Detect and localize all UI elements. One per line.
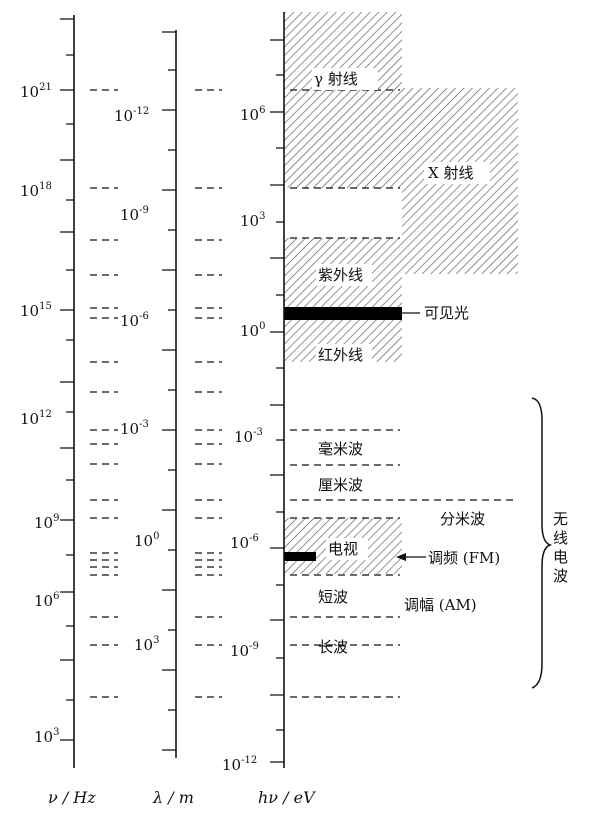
wavelength-boundary-dashes [195,90,222,697]
energy-tick-label: 10-6 [230,533,259,552]
band-label-visible: 可见光 [424,304,469,322]
frequency-tick-label: 1012 [20,409,52,428]
frequency-tick-label: 109 [34,513,59,532]
frequency-axis-title: ν / Hz [48,788,96,807]
frequency-tick-label: 1018 [20,181,52,200]
frequency-tick-label: 103 [34,727,59,746]
gamma-ray-region [284,12,402,188]
energy-tick-label: 100 [240,321,265,340]
visible-light-bar [284,307,402,320]
radio-wave-brace [532,398,550,688]
energy-tick-label: 10-9 [230,641,259,660]
wavelength-tick-label: 10-3 [120,419,149,438]
wavelength-tick-label: 100 [134,531,159,550]
band-label-shortwave: 短波 [318,588,348,606]
wavelength-axis-title: λ / m [152,788,194,807]
band-label-gamma: γ 射线 [314,70,358,88]
energy-axis-title: hν / eV [258,788,316,807]
wavelength-tick-label: 103 [134,635,159,654]
band-label-longwave: 长波 [318,638,348,656]
uv-ir-region [284,238,402,362]
frequency-tick-label: 1021 [20,82,52,101]
wavelength-tick-label: 10-9 [120,205,149,224]
band-label-xray: X 射线 [428,164,473,182]
frequency-tick-label: 106 [34,591,59,610]
energy-tick-label: 103 [240,211,265,230]
energy-tick-label: 10-3 [234,427,263,446]
radio-wave-label-char: 波 [553,567,568,585]
fm-bar [284,552,316,561]
radio-wave-label-char: 无 [553,510,568,528]
band-label-decimeter: 分米波 [440,510,485,528]
band-label-television: 电视 [328,540,358,558]
energy-tick-label: 10-12 [222,755,257,774]
frequency-tick-label: 1015 [20,301,52,320]
wavelength-axis-ticks [162,32,176,750]
radio-wave-label-char: 电 [553,548,568,566]
wavelength-tick-label: 10-12 [114,106,149,125]
energy-axis-ticks [270,40,284,762]
band-label-centimeter: 厘米波 [318,476,363,494]
band-label-infrared: 红外线 [318,346,363,364]
energy-tick-label: 106 [240,105,265,124]
frequency-axis-ticks [60,19,74,740]
wavelength-tick-label: 10-6 [120,311,149,330]
band-label-millimeter: 毫米波 [318,440,363,458]
band-label-fm: 调频 (FM) [428,549,500,567]
frequency-boundary-dashes [90,90,118,697]
radio-wave-label-char: 线 [553,529,568,547]
band-label-ultraviolet: 紫外线 [318,266,363,284]
band-label-am: 调幅 (AM) [404,596,477,614]
